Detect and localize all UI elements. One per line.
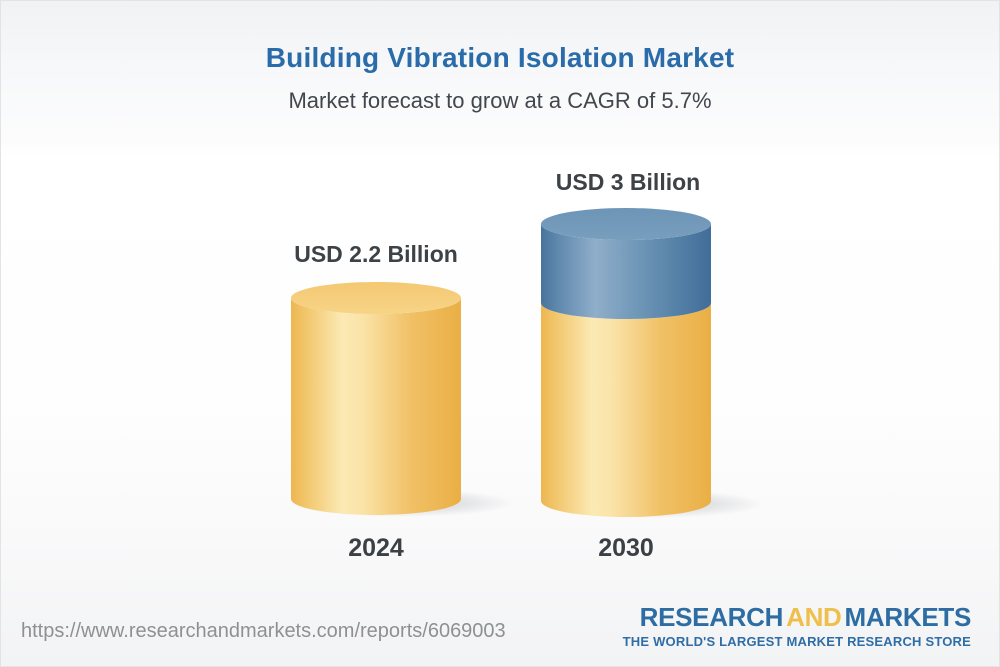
chart-subtitle: Market forecast to grow at a CAGR of 5.7… xyxy=(288,88,712,113)
bar-2024-top xyxy=(291,282,461,314)
bar-2030-top xyxy=(541,208,711,240)
category-label-2024: 2024 xyxy=(348,534,404,562)
logo-wordmark: RESEARCH AND MARKETS xyxy=(623,602,972,632)
logo-word-research: RESEARCH xyxy=(639,602,784,632)
value-label-2030: USD 3 Billion xyxy=(555,169,701,195)
report-url[interactable]: https://www.researchandmarkets.com/repor… xyxy=(21,620,506,642)
research-and-markets-logo: RESEARCH AND MARKETS THE WORLD'S LARGEST M… xyxy=(622,602,972,649)
chart-title: Building Vibration Isolation Market xyxy=(265,42,735,73)
bar-2030-growth-body xyxy=(541,224,711,319)
value-label-2024: USD 2.2 Billion xyxy=(294,241,458,267)
logo-word-and: AND xyxy=(786,602,842,632)
bar-2024-body xyxy=(291,298,461,515)
logo-tagline: THE WORLD'S LARGEST MARKET RESEARCH STOR… xyxy=(622,633,971,649)
bar-2030-base-body xyxy=(541,303,711,517)
logo-word-markets: MARKETS xyxy=(844,602,972,632)
category-label-2030: 2030 xyxy=(598,534,654,562)
